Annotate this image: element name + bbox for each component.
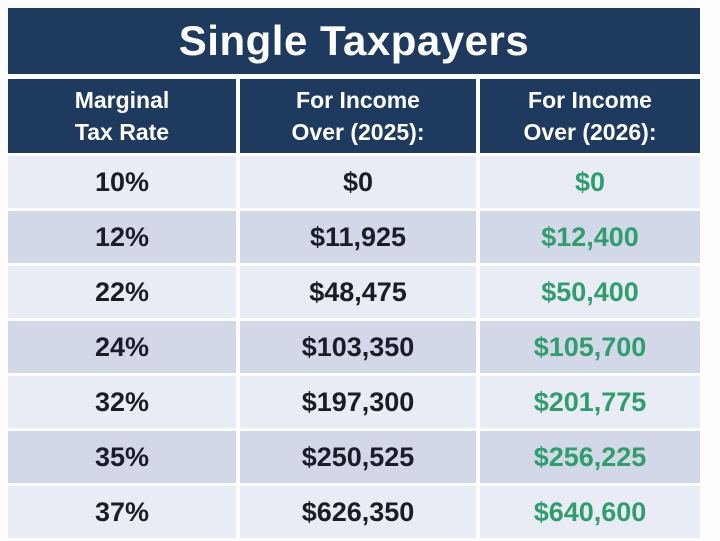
rate-cell: 24% [8,321,236,373]
rate-cell: 12% [8,211,236,263]
rate-cell: 35% [8,431,236,483]
tax-brackets-table: Marginal Tax Rate For Income Over (2025)… [8,79,700,538]
income-2026-cell: $105,700 [480,321,700,373]
column-header-income-2026: For Income Over (2026): [480,79,700,153]
rate-cell: 22% [8,266,236,318]
income-2025-cell: $48,475 [240,266,476,318]
income-2025-cell: $250,525 [240,431,476,483]
rate-cell: 37% [8,486,236,538]
income-2026-cell: $12,400 [480,211,700,263]
income-2025-cell: $11,925 [240,211,476,263]
income-2026-cell: $201,775 [480,376,700,428]
income-2026-cell: $50,400 [480,266,700,318]
infographic-content: Single Taxpayers Marginal Tax Rate For I… [8,8,700,538]
income-2025-cell: $626,350 [240,486,476,538]
income-2026-cell: $256,225 [480,431,700,483]
column-header-income-2025: For Income Over (2025): [240,79,476,153]
rate-cell: 32% [8,376,236,428]
title-bar: Single Taxpayers [8,8,700,74]
income-2025-cell: $0 [240,156,476,208]
income-2025-cell: $103,350 [240,321,476,373]
income-2025-cell: $197,300 [240,376,476,428]
page-title: Single Taxpayers [178,17,530,64]
income-2026-cell: $0 [480,156,700,208]
rate-cell: 10% [8,156,236,208]
income-2026-cell: $640,600 [480,486,700,538]
column-header-marginal-tax-rate: Marginal Tax Rate [8,79,236,153]
